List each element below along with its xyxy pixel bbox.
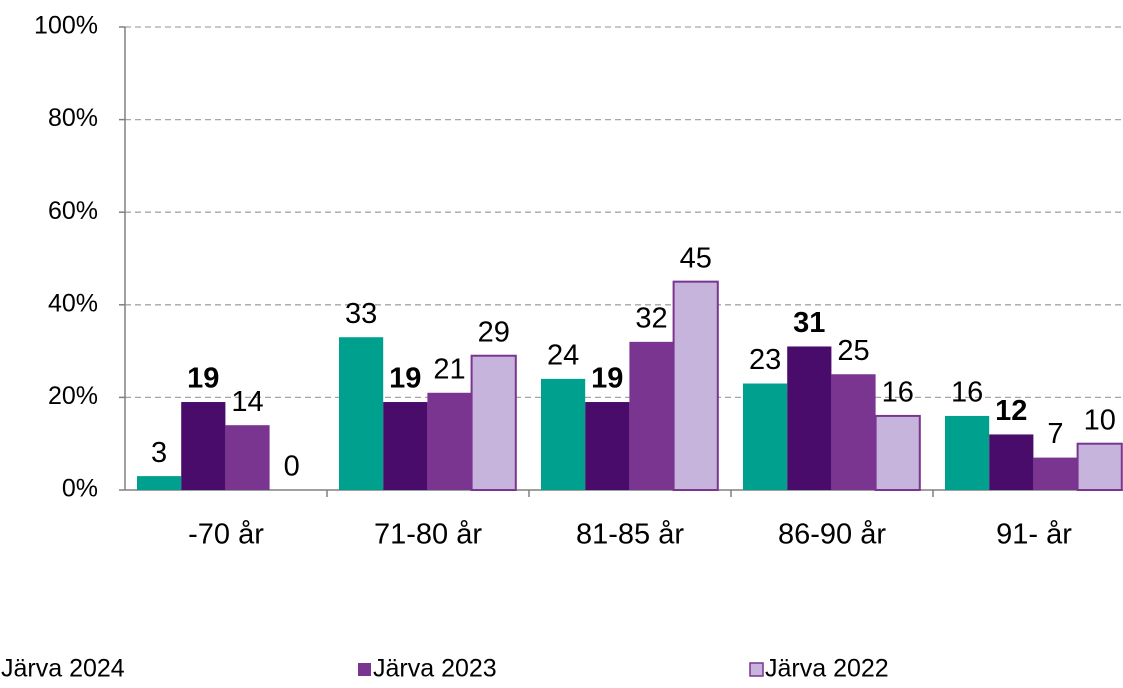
data-label: 7 bbox=[1047, 418, 1063, 450]
data-label: 25 bbox=[837, 335, 869, 367]
x-tick-label: 81-85 år bbox=[576, 519, 684, 551]
y-tick-label: 40% bbox=[48, 289, 98, 317]
data-label: 24 bbox=[547, 340, 579, 372]
bar bbox=[137, 476, 182, 490]
data-label: 21 bbox=[433, 353, 465, 385]
bar bbox=[1033, 457, 1078, 490]
data-label: 3 bbox=[151, 437, 167, 469]
bar bbox=[225, 425, 270, 490]
data-label: 33 bbox=[345, 298, 377, 330]
bar bbox=[743, 383, 788, 490]
x-tick-label: 91- år bbox=[996, 519, 1072, 551]
bar bbox=[989, 434, 1034, 490]
bar bbox=[181, 402, 226, 490]
bar bbox=[787, 346, 832, 490]
legend-label: Järva 2023 bbox=[373, 655, 497, 683]
bar bbox=[427, 392, 472, 490]
y-tick-label: 0% bbox=[62, 475, 98, 503]
y-tick-label: 60% bbox=[48, 197, 98, 225]
y-tick-label: 20% bbox=[48, 382, 98, 410]
bar bbox=[831, 374, 876, 490]
bar bbox=[1076, 442, 1123, 492]
data-label: 14 bbox=[231, 386, 263, 418]
legend-label: Järva 2024 bbox=[1, 655, 125, 683]
legend-label: Järva 2022 bbox=[765, 655, 889, 683]
bar bbox=[470, 354, 517, 492]
data-label: 16 bbox=[951, 377, 983, 409]
bar bbox=[945, 415, 990, 490]
data-label: 0 bbox=[284, 451, 300, 483]
data-label: 19 bbox=[591, 363, 623, 395]
bar bbox=[585, 402, 630, 490]
data-label: 19 bbox=[389, 363, 421, 395]
bar bbox=[874, 414, 921, 492]
data-label: 16 bbox=[882, 377, 914, 409]
x-tick-label: 86-90 år bbox=[778, 519, 886, 551]
y-tick-label: 80% bbox=[48, 104, 98, 132]
data-label: 10 bbox=[1084, 404, 1116, 436]
y-tick-label: 100% bbox=[34, 12, 98, 40]
data-label: 32 bbox=[635, 302, 667, 334]
bar bbox=[629, 341, 674, 490]
x-tick-label: -70 år bbox=[188, 519, 264, 551]
bar bbox=[672, 280, 719, 491]
bar bbox=[383, 402, 428, 490]
data-label: 12 bbox=[995, 395, 1027, 427]
data-label: 19 bbox=[187, 363, 219, 395]
data-label: 23 bbox=[749, 344, 781, 376]
legend-swatch bbox=[749, 662, 764, 677]
x-tick-label: 71-80 år bbox=[374, 519, 482, 551]
data-label: 45 bbox=[680, 242, 712, 274]
bar bbox=[541, 378, 586, 490]
data-label: 31 bbox=[793, 307, 825, 339]
bar bbox=[339, 337, 384, 490]
data-label: 29 bbox=[478, 316, 510, 348]
legend-swatch bbox=[358, 663, 371, 676]
